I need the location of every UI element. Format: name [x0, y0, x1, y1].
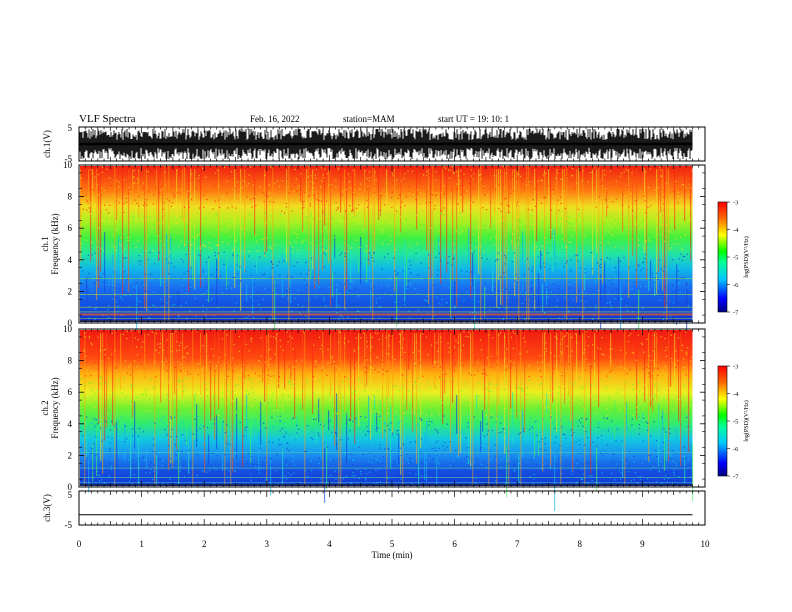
- time-tick-label: 4: [327, 539, 332, 549]
- freq-tick-label: 8: [68, 356, 73, 366]
- time-tick-label: 1: [139, 539, 144, 549]
- time-axis-labels: 0 1 2 3 4 5 6 7 8 9 10: [77, 539, 710, 549]
- time-tick-label: 8: [578, 539, 583, 549]
- ch2-spec-ylabel-2: Frequency (kHz): [50, 377, 60, 438]
- ch1-ylabel: ch.1(V): [42, 130, 52, 158]
- ch3-ytick-top: 5: [68, 490, 73, 500]
- colorbar-tick-label: -7: [733, 310, 739, 317]
- freq-tick-label: 2: [68, 450, 73, 460]
- time-tick-label: 6: [452, 539, 457, 549]
- ch2-spectrogram-image: [80, 330, 694, 512]
- freq-tick-label: 10: [63, 324, 73, 334]
- time-tick-label: 9: [640, 539, 645, 549]
- freq-tick-label: 6: [68, 387, 73, 397]
- freq-tick-label: 4: [68, 255, 73, 265]
- start-time-label: start UT = 19: 10: 1: [438, 114, 509, 124]
- freq-tick-label: 4: [68, 419, 73, 429]
- freq-tick-label: 6: [68, 223, 73, 233]
- colorbar-tick-label: -4: [733, 227, 739, 234]
- colorbar-tick-label: -5: [733, 419, 738, 426]
- date-label: Feb. 16, 2022: [250, 114, 300, 124]
- time-tick-label: 10: [701, 539, 711, 549]
- freq-tick-label: 0: [68, 318, 73, 328]
- ch3-ylabel: ch.3(V): [42, 494, 52, 522]
- colorbar-tick-label: -7: [733, 474, 739, 481]
- colorbar-tick-label: -6: [733, 282, 739, 289]
- colorbar-tick-label: -5: [733, 255, 738, 262]
- ch2-colorbar: [717, 365, 728, 477]
- figure-title: VLF Spectra: [79, 113, 136, 125]
- ch2-spec-ylabel-1: ch.2: [40, 400, 50, 415]
- time-tick-label: 0: [77, 539, 82, 549]
- time-tick-label: 5: [390, 539, 395, 549]
- ch3-ytick-bottom: -5: [65, 520, 73, 530]
- time-tick-label: 3: [265, 539, 270, 549]
- ch1-freq-ticks: 0 2 4 6 8 10: [63, 160, 705, 328]
- ch1-ytick-top: 5: [68, 123, 73, 133]
- ch2-colorbar-ticks: -3 -4 -5 -6 -7: [727, 364, 739, 481]
- time-tick-label: 2: [202, 539, 207, 549]
- ch1-waveform-trace: [79, 129, 693, 159]
- time-tick-label: 7: [515, 539, 520, 549]
- ch1-colorbar-label: log(PSD)(V²/Hz): [743, 236, 750, 277]
- ch2-colorbar-label: log(PSD)(V²/Hz): [743, 400, 750, 441]
- ch1-colorbar-ticks: -3 -4 -5 -6 -7: [727, 200, 739, 317]
- ch1-ytick-bottom: -5: [65, 154, 73, 164]
- freq-tick-label: 10: [63, 160, 73, 170]
- colorbar-tick-label: -3: [733, 364, 738, 371]
- ch1-colorbar: [717, 201, 728, 313]
- colorbar-tick-label: -6: [733, 446, 739, 453]
- freq-tick-label: 0: [68, 482, 73, 492]
- ch1-spec-ylabel-2: Frequency (kHz): [50, 213, 60, 274]
- ch1-spec-ylabel-1: ch.1: [40, 236, 50, 251]
- freq-tick-label: 2: [68, 286, 73, 296]
- ch2-freq-ticks: 0 2 4 6 8 10: [63, 324, 705, 492]
- ch1-spectrogram-image: [80, 166, 693, 342]
- colorbar-tick-label: -3: [733, 200, 738, 207]
- colorbar-tick-label: -4: [733, 391, 739, 398]
- freq-tick-label: 8: [68, 192, 73, 202]
- station-label: station=MAM: [343, 114, 395, 124]
- time-axis-label: Time (min): [372, 550, 413, 560]
- time-axis-ticks: [78, 127, 706, 525]
